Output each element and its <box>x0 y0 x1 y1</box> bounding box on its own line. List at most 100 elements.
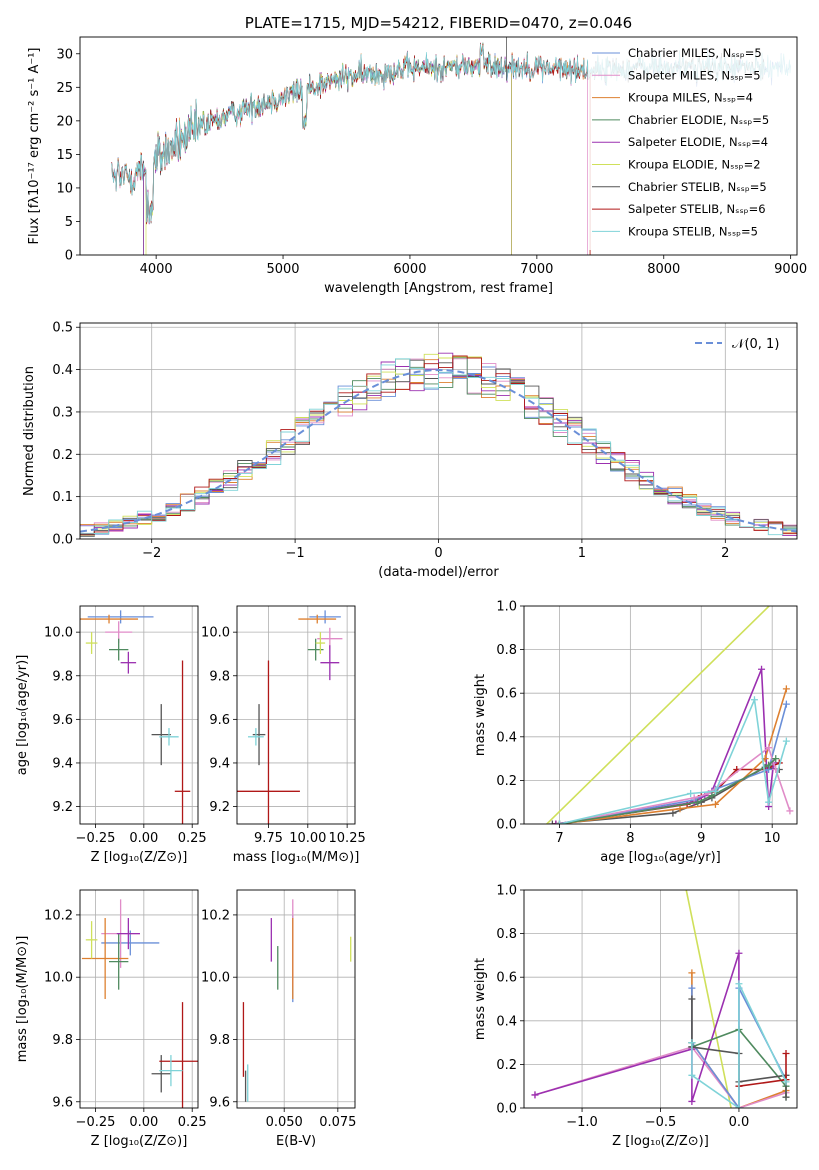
mass-z-panel: −0.25 0.00 0.25 9.6 9.8 10.0 10.2 Z [log₁₀(Z/Z⊙… <box>15 889 207 1149</box>
mass-weight-marker <box>688 1071 696 1079</box>
y-tick-label: 0.8 <box>496 927 517 942</box>
legend-entry: Chabrier ELODIE, Nₛₛₚ=5 <box>628 113 769 127</box>
y-tick-label: 9.4 <box>52 756 73 771</box>
mass-weight-marker <box>750 696 758 704</box>
normal-curve <box>80 368 797 533</box>
y-tick-label: 9.8 <box>52 669 73 684</box>
y-tick-label: 0.4 <box>496 730 517 745</box>
mass-weight-line <box>555 668 775 824</box>
mass-weight-marker <box>782 700 790 708</box>
x-tick-label: 0.050 <box>266 1115 303 1130</box>
y-tick-label: 0.1 <box>52 490 73 505</box>
mass-weight-marker <box>765 761 773 769</box>
weight-age-plot-area <box>524 606 797 824</box>
y-tick-label: 9.8 <box>52 1033 73 1048</box>
chart-title: PLATE=1715, MJD=54212, FIBERID=0470, z=0… <box>245 14 632 32</box>
y-tick-label: 20 <box>56 114 73 129</box>
x-tick-label: 0.25 <box>178 1115 207 1130</box>
y-tick-label: 0.6 <box>496 687 517 702</box>
spectrum-series-line <box>111 43 591 255</box>
spectrum-ticks: 4000 5000 6000 7000 8000 9000 0 5 10 15 20 25 30 <box>56 47 807 277</box>
mass-weight-line <box>685 890 732 1108</box>
axes-frame <box>79 605 199 825</box>
weight-z-panel: −1.0 −0.5 0.0 0.0 0.2 0.4 0.6 0.8 1.0 Z [log₁₀(Z/… <box>473 884 798 1149</box>
y-axis-label: mass weight <box>473 674 488 756</box>
mass-z-plot-area <box>80 890 198 1108</box>
y-tick-label: 0.2 <box>52 448 73 463</box>
y-tick-label: 0.3 <box>52 405 73 420</box>
data-point <box>85 632 98 654</box>
x-tick-label: 0.25 <box>178 831 207 846</box>
mass-weight-line <box>555 762 780 824</box>
x-tick-label: −1.0 <box>566 1115 598 1130</box>
mass-weight-line <box>559 696 788 824</box>
x-tick-label: −0.5 <box>645 1115 677 1130</box>
mass-weight-marker <box>786 807 794 815</box>
legend-entry: Kroupa STELIB, Nₛₛₚ=5 <box>628 224 758 238</box>
mass-weight-marker <box>676 805 684 813</box>
age-z-plot-area <box>80 606 198 824</box>
y-tick-label: 0.0 <box>496 818 517 833</box>
data-point <box>81 918 129 999</box>
x-tick-label: 0.0 <box>729 1115 750 1130</box>
mass-weight-marker <box>708 792 716 800</box>
data-point <box>309 610 341 624</box>
x-tick-label: 7000 <box>520 262 553 277</box>
y-tick-label: 5 <box>65 215 73 230</box>
y-tick-label: 0.4 <box>496 1014 517 1029</box>
x-axis-label: E(B-V) <box>276 1134 316 1149</box>
data-point <box>120 651 137 674</box>
data-point <box>109 638 129 661</box>
x-tick-label: 0 <box>434 546 442 561</box>
residual-histogram <box>80 358 797 536</box>
y-tick-label: 1.0 <box>496 884 517 899</box>
x-tick-label: 8000 <box>647 262 680 277</box>
axes-frame <box>79 322 798 540</box>
legend-entry: Chabrier MILES, Nₛₛₚ=5 <box>628 46 762 60</box>
x-tick-label: 9.75 <box>254 831 283 846</box>
y-axis-label: Normed distribution <box>22 366 37 496</box>
mass-weight-marker <box>711 787 719 795</box>
y-tick-label: 10.0 <box>44 626 73 641</box>
y-tick-label: 0.6 <box>496 971 517 986</box>
age-mass-panel: 9.75 10.00 10.25 9.2 9.4 9.6 9.8 10.0 mass [log₁… <box>201 605 366 865</box>
spectrum-legend: Chabrier MILES, Nₛₛₚ=5 Salpeter MILES, Nₛ… <box>588 44 794 250</box>
x-axis-label: mass [log₁₀(M/M⊙)] <box>233 850 360 865</box>
mass-weight-marker <box>555 820 563 824</box>
y-tick-label: 10 <box>56 181 73 196</box>
mass-weight-line <box>559 746 791 824</box>
x-tick-label: 2 <box>721 546 729 561</box>
data-point <box>315 632 326 654</box>
x-axis-label: wavelength [Angstrom, rest frame] <box>324 281 553 296</box>
mass-ebv-plot-area <box>237 890 355 1108</box>
y-axis-label: age [log₁₀(age/yr)] <box>15 655 30 776</box>
x-axis-label: Z [log₁₀(Z/Z⊙)] <box>612 1134 709 1149</box>
mass-ebv-ticks: 0.050 0.075 9.6 9.8 10.0 10.2 <box>201 908 356 1130</box>
mass-weight-marker <box>782 1078 790 1086</box>
data-point <box>174 660 191 824</box>
y-axis-label: Flux [fλ10⁻¹⁷ erg cm⁻² s⁻¹ A⁻¹] <box>27 48 42 245</box>
y-tick-label: 9.6 <box>209 713 230 728</box>
data-point <box>320 645 340 681</box>
residuals-plot-area <box>80 323 797 539</box>
data-point <box>80 614 139 624</box>
y-tick-label: 9.4 <box>209 756 230 771</box>
legend-entry: Chabrier STELIB, Nₛₛₚ=5 <box>628 180 767 194</box>
data-point <box>151 704 171 766</box>
y-tick-label: 10.0 <box>201 626 230 641</box>
mass-weight-marker <box>688 1039 696 1047</box>
mass-weight-marker <box>758 665 766 673</box>
legend-entry: 𝒩(0, 1) <box>732 337 779 352</box>
y-axis-label: mass [log₁₀(M/M⊙)] <box>15 936 30 1063</box>
x-tick-label: 7 <box>555 831 563 846</box>
age-mass-plot-area <box>237 606 355 824</box>
spectrum-series-line <box>145 44 512 255</box>
y-tick-label: 0.2 <box>496 1058 517 1073</box>
data-point <box>248 728 264 746</box>
x-tick-label: 0.075 <box>319 1115 356 1130</box>
legend-entry: Salpeter ELODIE, Nₛₛₚ=4 <box>628 135 768 149</box>
y-tick-label: 30 <box>56 47 73 62</box>
mass-weight-line <box>534 1046 787 1108</box>
axes-frame <box>236 889 356 1109</box>
x-tick-label: 1 <box>578 546 586 561</box>
